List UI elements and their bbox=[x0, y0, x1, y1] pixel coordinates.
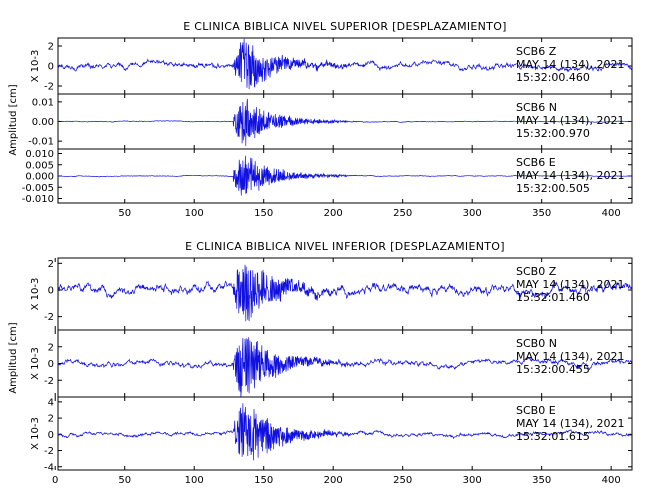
station-component-label: SCB0 E bbox=[516, 404, 556, 417]
trace-time-label: 15:32:01.615 bbox=[516, 430, 590, 443]
trace-date-label: MAY 14 (134), 2021 bbox=[516, 58, 624, 71]
waveform-scb0-z bbox=[57, 264, 633, 322]
x-tick-label: 350 bbox=[532, 475, 551, 486]
y-tick-label: 0.005 bbox=[25, 160, 54, 171]
panel-1-title: E CLINICA BIBLICA NIVEL SUPERIOR [DESPLA… bbox=[183, 20, 507, 33]
x-tick-label: 50 bbox=[118, 208, 131, 219]
y-tick-label: 0 bbox=[48, 359, 54, 370]
x-tick-label: 250 bbox=[393, 475, 412, 486]
trace-time-label: 15:32:00.505 bbox=[516, 182, 590, 195]
y-tick-label: 0 bbox=[48, 286, 54, 297]
x-tick-label: 150 bbox=[254, 475, 273, 486]
x-tick-label: 150 bbox=[254, 208, 273, 219]
panel-1-ylabel: Amplitud [cm] bbox=[8, 84, 19, 155]
station-component-label: SCB6 Z bbox=[516, 45, 557, 58]
trace-time-label: 15:32:00.455 bbox=[516, 363, 590, 376]
trace-time-label: 15:32:01.460 bbox=[516, 291, 590, 304]
y-tick-label: -0.010 bbox=[22, 194, 54, 205]
x-tick-label: 300 bbox=[463, 475, 482, 486]
y-tick-label: -2 bbox=[44, 446, 54, 457]
x-tick-label: 200 bbox=[324, 208, 343, 219]
trace-time-label: 15:32:00.970 bbox=[516, 127, 590, 140]
y-tick-label: -2 bbox=[44, 82, 54, 93]
y-tick-label: 2 bbox=[48, 414, 54, 425]
y-tick-label: -0.01 bbox=[28, 137, 54, 148]
station-component-label: SCB0 Z bbox=[516, 265, 557, 278]
y-tick-label: -0.005 bbox=[22, 183, 54, 194]
station-component-label: SCB6 N bbox=[516, 101, 557, 114]
x-tick-label: 350 bbox=[532, 208, 551, 219]
y-tick-label: 4 bbox=[48, 397, 54, 408]
x-tick-label: 200 bbox=[324, 475, 343, 486]
station-component-label: SCB0 N bbox=[516, 337, 557, 350]
y-tick-label: 0.01 bbox=[32, 97, 54, 108]
y-tick-label: 2 bbox=[48, 42, 54, 53]
station-component-label: SCB6 E bbox=[516, 156, 556, 169]
unit-label: X 10-3 bbox=[30, 278, 41, 311]
waveform-scb6-e bbox=[57, 155, 633, 196]
trace-date-label: MAY 14 (134), 2021 bbox=[516, 278, 624, 291]
y-tick-label: 0.00 bbox=[32, 117, 54, 128]
y-tick-label: 2 bbox=[48, 342, 54, 353]
trace-date-label: MAY 14 (134), 2021 bbox=[516, 169, 624, 182]
trace-frame-2-e bbox=[57, 396, 633, 471]
y-tick-label: 0.000 bbox=[25, 172, 54, 183]
trace-date-label: MAY 14 (134), 2021 bbox=[516, 350, 624, 363]
panel-2-title: E CLINICA BIBLICA NIVEL INFERIOR [DESPLA… bbox=[185, 240, 505, 253]
x-tick-label: 100 bbox=[185, 475, 204, 486]
panel-2-ylabel: Amplitud [cm] bbox=[8, 322, 19, 393]
y-tick-label: -2 bbox=[44, 376, 54, 387]
unit-label: X 10-3 bbox=[30, 417, 41, 450]
y-tick-label: -4 bbox=[44, 462, 54, 473]
waveform-scb0-e bbox=[58, 403, 633, 461]
waveform-scb0-n bbox=[57, 337, 633, 398]
waveform-scb6-n bbox=[58, 98, 632, 146]
trace-date-label: MAY 14 (134), 2021 bbox=[516, 114, 624, 127]
y-tick-label: 2 bbox=[48, 259, 54, 270]
x-tick-label: 50 bbox=[118, 475, 131, 486]
waveform-scb6-z bbox=[57, 38, 633, 90]
y-tick-label: 0 bbox=[48, 62, 54, 73]
y-tick-label: 0.010 bbox=[25, 149, 54, 160]
x-tick-label: 100 bbox=[185, 208, 204, 219]
x-tick-label: 0 bbox=[52, 475, 58, 486]
x-tick-label: 300 bbox=[463, 208, 482, 219]
unit-label: X 10-3 bbox=[30, 347, 41, 380]
x-tick-label: 400 bbox=[602, 208, 621, 219]
x-tick-label: 250 bbox=[393, 208, 412, 219]
x-tick-label: 400 bbox=[602, 475, 621, 486]
trace-date-label: MAY 14 (134), 2021 bbox=[516, 417, 624, 430]
trace-time-label: 15:32:00.460 bbox=[516, 71, 590, 84]
y-tick-label: 0 bbox=[48, 430, 54, 441]
y-tick-label: -2 bbox=[44, 312, 54, 323]
unit-label: X 10-3 bbox=[30, 50, 41, 83]
